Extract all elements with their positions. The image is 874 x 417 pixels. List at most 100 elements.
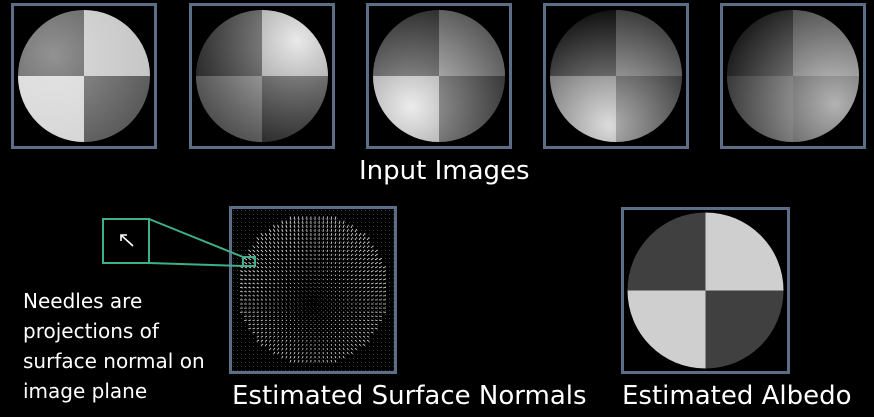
normal-needle (346, 228, 349, 233)
normal-needle (342, 224, 345, 229)
normal-needle (362, 266, 366, 269)
normal-needle (285, 257, 288, 261)
normal-needle (358, 253, 362, 257)
normal-needle (256, 261, 260, 265)
normal-needle (346, 291, 349, 293)
normal-needle (354, 245, 358, 249)
normal-needle (338, 323, 341, 326)
normal-needle (374, 327, 378, 330)
normal-needle (289, 270, 292, 273)
normal-needle (298, 327, 300, 330)
normal-needle (350, 347, 353, 351)
normal-needle (362, 286, 366, 289)
normal-needle (334, 224, 337, 229)
normal-needle (277, 249, 280, 253)
normal-needle (362, 278, 366, 281)
normal-needle (346, 245, 349, 249)
normal-needle (289, 359, 292, 363)
normal-needle (342, 274, 345, 277)
normal-needle (298, 233, 300, 237)
normal-needle (264, 282, 268, 285)
normal-needle (264, 253, 268, 257)
normal-needle (285, 262, 288, 265)
normal-needle (268, 339, 272, 342)
normal-needle (350, 319, 353, 322)
normal-needle (378, 257, 383, 261)
normal-needle (285, 343, 288, 346)
normal-needle (370, 286, 374, 289)
normal-needle (362, 270, 366, 273)
normal-needle (342, 339, 345, 342)
normal-needle (285, 241, 288, 245)
normal-needle (354, 249, 358, 253)
normal-needle (281, 237, 284, 241)
normal-needle (289, 237, 292, 241)
normal-needle (293, 220, 296, 225)
normal-needle (334, 323, 337, 326)
normal-needle (256, 274, 260, 277)
normal-needle (289, 266, 292, 269)
normal-needle (273, 331, 276, 334)
normal-needle (260, 286, 264, 289)
normal-needle (342, 351, 345, 355)
normal-needle (334, 278, 337, 281)
normal-needle (350, 241, 353, 245)
normal-needle (342, 245, 345, 249)
normal-needle (252, 249, 256, 253)
normal-needle (260, 274, 264, 277)
normal-needle (248, 286, 252, 289)
normal-needle (285, 282, 288, 285)
normal-needle (298, 216, 300, 221)
normal-needle (350, 351, 353, 355)
normal-needle (334, 253, 337, 257)
normal-needle (248, 278, 252, 281)
normal-needle (273, 327, 276, 330)
normal-needle (277, 278, 280, 281)
normal-needle (370, 253, 374, 257)
normal-needle (374, 319, 378, 322)
normal-needle (298, 343, 300, 346)
normal-needle (239, 282, 244, 285)
normal-needle (382, 291, 387, 293)
normal-needle (285, 327, 288, 330)
normal-needle (334, 355, 337, 359)
normal-needle (338, 220, 341, 225)
normal-needle (256, 245, 260, 249)
normal-needle (382, 274, 387, 277)
normal-needle (293, 245, 296, 249)
normal-needle (268, 228, 272, 233)
normal-needle (293, 257, 296, 261)
normal-needle (346, 241, 349, 245)
normal-needle (248, 291, 252, 293)
normal-needle (378, 278, 382, 281)
normal-needle (248, 253, 252, 257)
normal-needle (252, 274, 256, 277)
normal-needle (289, 347, 292, 351)
normal-needle (289, 262, 292, 265)
normal-needle (239, 286, 244, 289)
normal-needle (370, 278, 374, 281)
normal-needle (293, 270, 296, 273)
normal-needle (298, 258, 300, 261)
normal-needle (358, 249, 362, 253)
normal-needle (346, 331, 349, 334)
normal-needle (285, 323, 288, 326)
normal-needle (260, 291, 264, 293)
normal-needle (273, 339, 276, 342)
normal-needle (334, 339, 337, 342)
normal-needle (281, 274, 284, 277)
normal-needle (330, 270, 333, 273)
normal-needle (298, 323, 300, 326)
normal-needle (330, 245, 333, 249)
normal-needle (366, 286, 370, 289)
normal-needle (342, 278, 345, 281)
normal-needle (346, 224, 349, 229)
normal-needle (330, 335, 333, 338)
normal-needle (268, 249, 272, 253)
normal-needle (293, 331, 296, 334)
normal-needle (326, 319, 328, 321)
normal-needle (346, 232, 349, 237)
normal-needle (277, 270, 280, 273)
normal-needle (350, 278, 353, 281)
normal-needle (326, 270, 328, 273)
